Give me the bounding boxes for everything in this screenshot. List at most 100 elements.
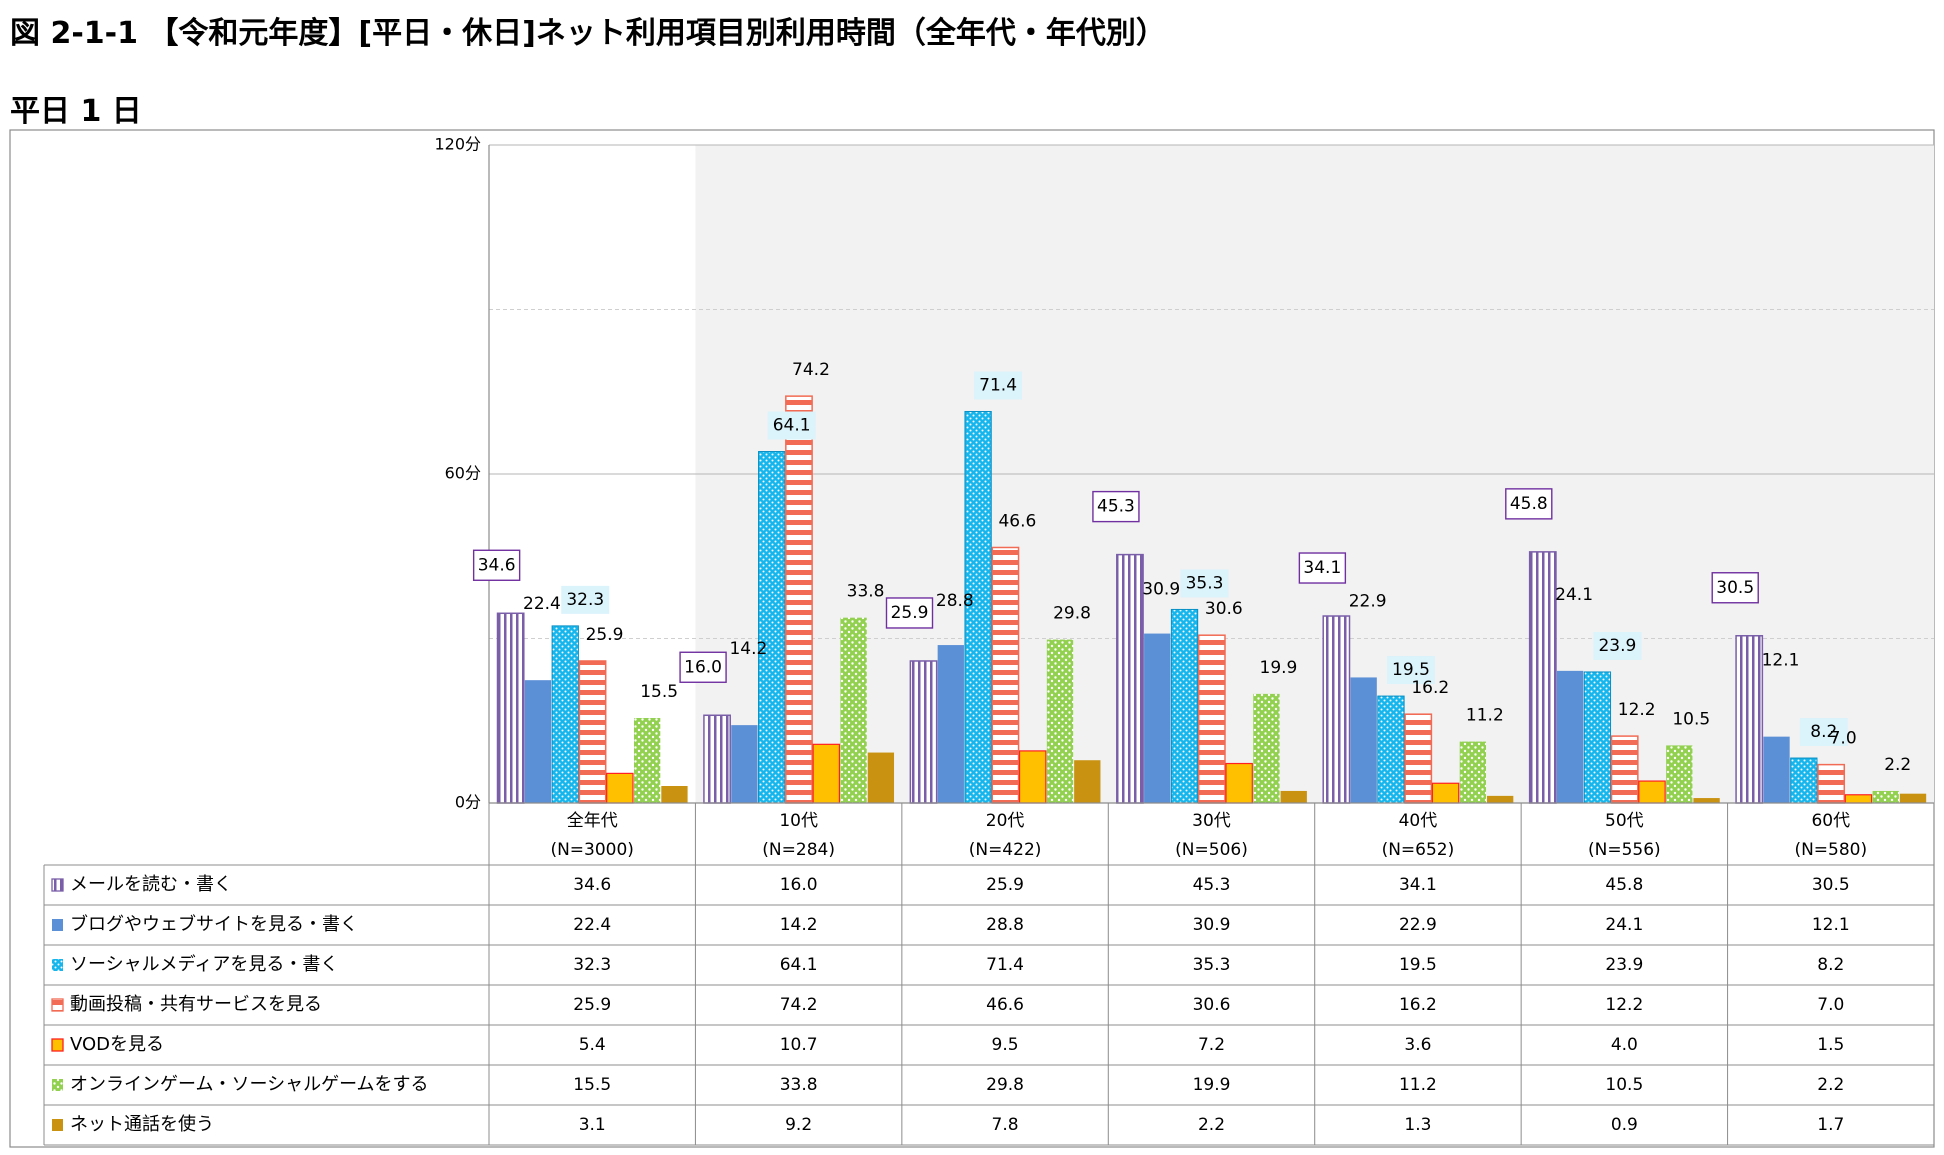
bar[interactable] xyxy=(1556,670,1584,803)
bar[interactable] xyxy=(758,451,786,804)
data-label: 74.2 xyxy=(792,360,830,380)
bar[interactable] xyxy=(1116,553,1144,804)
bar[interactable] xyxy=(1817,763,1846,804)
bar[interactable] xyxy=(937,645,964,803)
data-label: 29.8 xyxy=(1053,604,1091,624)
x-tick-sublabel: (N=422) xyxy=(969,840,1042,860)
bar[interactable] xyxy=(964,410,992,804)
bar[interactable] xyxy=(1046,639,1074,803)
bar[interactable] xyxy=(1431,782,1460,804)
x-tick-sublabel: (N=506) xyxy=(1175,840,1248,860)
table-cell: 22.9 xyxy=(1399,915,1437,935)
data-label: 2.2 xyxy=(1884,755,1911,775)
table-cell: 29.8 xyxy=(986,1075,1024,1095)
bar[interactable] xyxy=(1350,677,1377,803)
table-cell: 7.8 xyxy=(992,1115,1019,1135)
bar[interactable] xyxy=(1693,798,1720,803)
bar[interactable] xyxy=(1018,750,1047,804)
legend-label: 動画投稿・共有サービスを見る xyxy=(70,994,322,1015)
table-cell: 11.2 xyxy=(1399,1075,1437,1095)
data-label-box xyxy=(1298,552,1347,584)
table-cell: 7.2 xyxy=(1198,1035,1225,1055)
bar[interactable] xyxy=(606,772,634,804)
legend-label: VODを見る xyxy=(70,1034,164,1055)
table-cell: 1.7 xyxy=(1817,1115,1844,1135)
bar[interactable] xyxy=(840,617,867,803)
bar[interactable] xyxy=(1404,713,1433,804)
bar[interactable] xyxy=(1170,608,1199,804)
bar[interactable] xyxy=(812,743,841,804)
bar[interactable] xyxy=(1528,551,1557,804)
bar[interactable] xyxy=(1459,741,1487,803)
bar[interactable] xyxy=(1074,760,1101,803)
bar[interactable] xyxy=(909,660,938,804)
table-cell: 28.8 xyxy=(986,915,1024,935)
bar[interactable] xyxy=(524,680,552,803)
x-tick-label: 40代 xyxy=(1399,811,1438,831)
bar[interactable] xyxy=(1610,735,1639,804)
data-label-box xyxy=(1092,490,1140,523)
bar[interactable] xyxy=(661,786,688,803)
bar[interactable] xyxy=(1583,671,1612,804)
bar[interactable] xyxy=(1253,693,1280,803)
data-label: 30.9 xyxy=(1142,580,1180,600)
table-cell: 12.1 xyxy=(1812,915,1850,935)
bar[interactable] xyxy=(731,725,758,803)
data-label: 11.2 xyxy=(1466,706,1504,726)
bar[interactable] xyxy=(1735,635,1764,804)
bar[interactable] xyxy=(496,612,525,804)
table-cell: 19.9 xyxy=(1193,1075,1231,1095)
legend-label: オンラインゲーム・ソーシャルゲームをする xyxy=(70,1074,429,1095)
table-cell: 2.2 xyxy=(1817,1075,1844,1095)
bar[interactable] xyxy=(1225,762,1253,804)
data-label: 34.6 xyxy=(478,555,516,575)
data-label: 46.6 xyxy=(998,511,1036,531)
bar[interactable] xyxy=(867,752,895,803)
bar[interactable] xyxy=(1638,780,1666,804)
bar[interactable] xyxy=(634,718,661,803)
figure-title: 図 2-1-1 【令和元年度】[平日・休日]ネット利用項目別利用時間（全年代・年… xyxy=(10,16,1166,51)
bar[interactable] xyxy=(551,625,579,804)
bar[interactable] xyxy=(1763,736,1790,803)
data-label: 34.1 xyxy=(1303,558,1341,578)
data-label-box xyxy=(679,651,727,683)
table-cell: 30.6 xyxy=(1193,995,1231,1015)
data-label: 45.8 xyxy=(1510,494,1548,514)
table-cell: 4.0 xyxy=(1611,1035,1638,1055)
bar[interactable] xyxy=(1872,790,1899,803)
data-label: 19.9 xyxy=(1260,658,1298,678)
bar[interactable] xyxy=(1144,633,1171,803)
bar[interactable] xyxy=(1322,615,1351,804)
table-cell: 7.0 xyxy=(1817,995,1844,1015)
bar[interactable] xyxy=(1899,793,1927,803)
bar[interactable] xyxy=(991,546,1020,804)
table-cell: 25.9 xyxy=(986,875,1024,895)
bar[interactable] xyxy=(578,660,607,804)
x-tick-label: 全年代 xyxy=(567,811,618,831)
data-label: 23.9 xyxy=(1598,636,1636,656)
data-label: 30.5 xyxy=(1716,578,1754,598)
bar[interactable] xyxy=(1280,790,1307,803)
data-label: 22.4 xyxy=(523,594,561,614)
table-cell: 9.5 xyxy=(992,1035,1019,1055)
table-cell: 15.5 xyxy=(573,1075,611,1095)
table-cell: 25.9 xyxy=(573,995,611,1015)
table-cell: 8.2 xyxy=(1817,955,1844,975)
table-cell: 33.8 xyxy=(780,1075,818,1095)
bar[interactable] xyxy=(1666,745,1693,803)
bar[interactable] xyxy=(785,395,813,804)
data-label: 19.5 xyxy=(1392,660,1430,680)
bar[interactable] xyxy=(1197,634,1226,804)
legend-marker xyxy=(52,919,63,931)
bar[interactable] xyxy=(1487,795,1514,803)
table-cell: 9.2 xyxy=(785,1115,812,1135)
bar[interactable] xyxy=(1790,757,1818,804)
table-cell: 24.1 xyxy=(1605,915,1643,935)
table-cell: 16.2 xyxy=(1399,995,1437,1015)
bar[interactable] xyxy=(1844,794,1873,804)
bar[interactable] xyxy=(1377,695,1405,804)
legend-label: メールを読む・書く xyxy=(70,874,232,895)
bar[interactable] xyxy=(703,714,731,804)
table-cell: 10.7 xyxy=(780,1035,818,1055)
